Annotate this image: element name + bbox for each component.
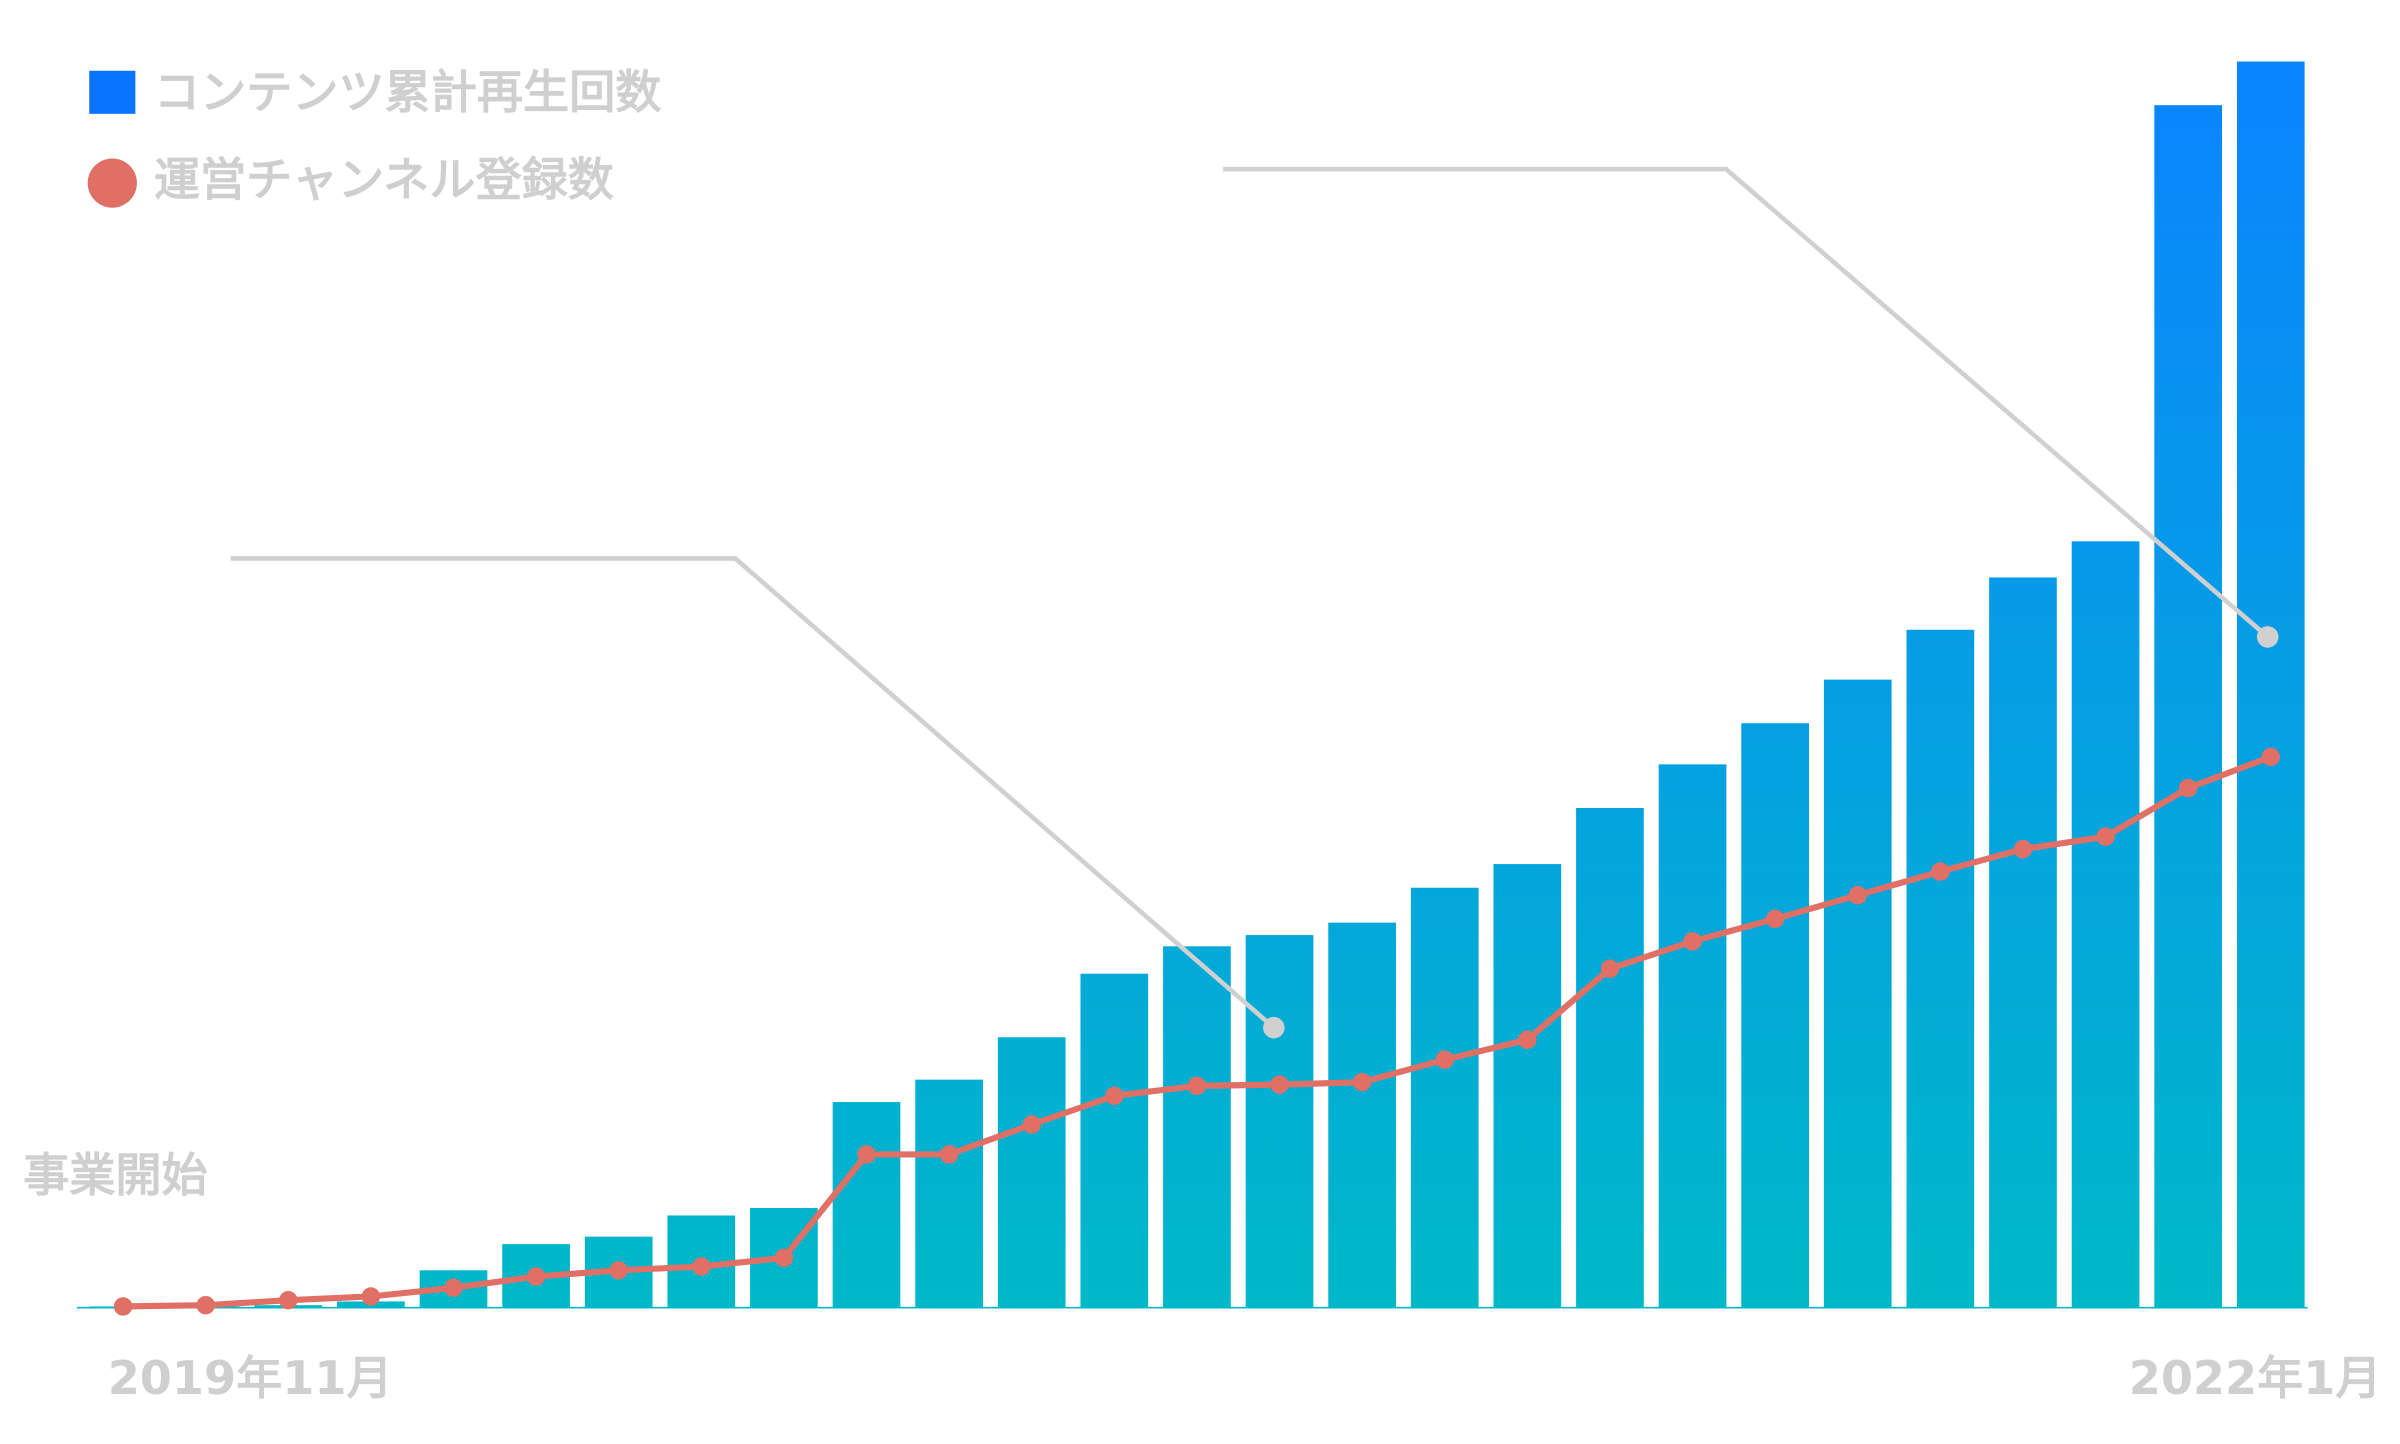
callout-line: [230, 556, 1276, 1030]
bar: [1163, 946, 1231, 1308]
bar: [1906, 629, 1975, 1308]
bar: [915, 1079, 983, 1308]
line-point: [1931, 862, 1950, 881]
line-point: [692, 1257, 711, 1276]
line-point: [1848, 885, 1867, 905]
line-point: [774, 1248, 794, 1268]
annotation: 事業開始: [23, 1148, 208, 1202]
bar: [1245, 935, 1314, 1308]
line-point: [1187, 1076, 1207, 1096]
line-point: [2178, 778, 2198, 798]
line-point: [2096, 827, 2115, 846]
line-point: [196, 1295, 215, 1315]
bar: [832, 1102, 901, 1308]
line-point: [361, 1287, 381, 1306]
bar: [2236, 61, 2305, 1308]
line-point: [1765, 909, 1785, 929]
bar: [2071, 541, 2140, 1308]
bar: [1576, 807, 1644, 1308]
line-point: [1105, 1086, 1124, 1106]
callout-line: [1223, 166, 2270, 639]
bar: [1410, 887, 1479, 1308]
callout-dot: [2256, 626, 2279, 648]
bar: [1493, 864, 1562, 1308]
line-point: [1435, 1050, 1454, 1069]
line-point: [609, 1261, 628, 1280]
bar: [1989, 577, 2057, 1308]
bars: [89, 61, 2305, 1308]
line-point: [1022, 1115, 1041, 1134]
line-point: [1683, 932, 1702, 951]
legend-swatch: [87, 158, 137, 208]
legend-label: 運営チャンネル登録数: [154, 153, 615, 207]
line-point: [444, 1278, 463, 1297]
bar: [997, 1037, 1066, 1308]
line-point: [1352, 1072, 1372, 1092]
line-point: [2013, 839, 2033, 859]
bar: [1328, 922, 1396, 1308]
line-layer: [113, 747, 2280, 1316]
bar: [2154, 105, 2223, 1308]
bar: [1658, 764, 1727, 1308]
line-point: [113, 1297, 133, 1316]
line-point: [1270, 1075, 1289, 1094]
line-point: [939, 1145, 959, 1164]
line-point: [1518, 1030, 1537, 1049]
line-point: [1600, 959, 1620, 978]
legend-label: コンテンツ累計再生回数: [154, 65, 662, 119]
bar: [1080, 973, 1149, 1308]
x-tick-label: 2022年1月: [2129, 1351, 2382, 1405]
line-point: [279, 1290, 298, 1310]
bar: [1823, 679, 1892, 1308]
legend-swatch: [89, 70, 136, 114]
line-point: [857, 1145, 876, 1164]
x-tick-label: 2019年11月: [108, 1351, 393, 1405]
bar: [1741, 723, 1809, 1308]
callout-dot: [1263, 1016, 1285, 1039]
line-point: [2261, 747, 2280, 767]
line-point: [526, 1267, 546, 1286]
